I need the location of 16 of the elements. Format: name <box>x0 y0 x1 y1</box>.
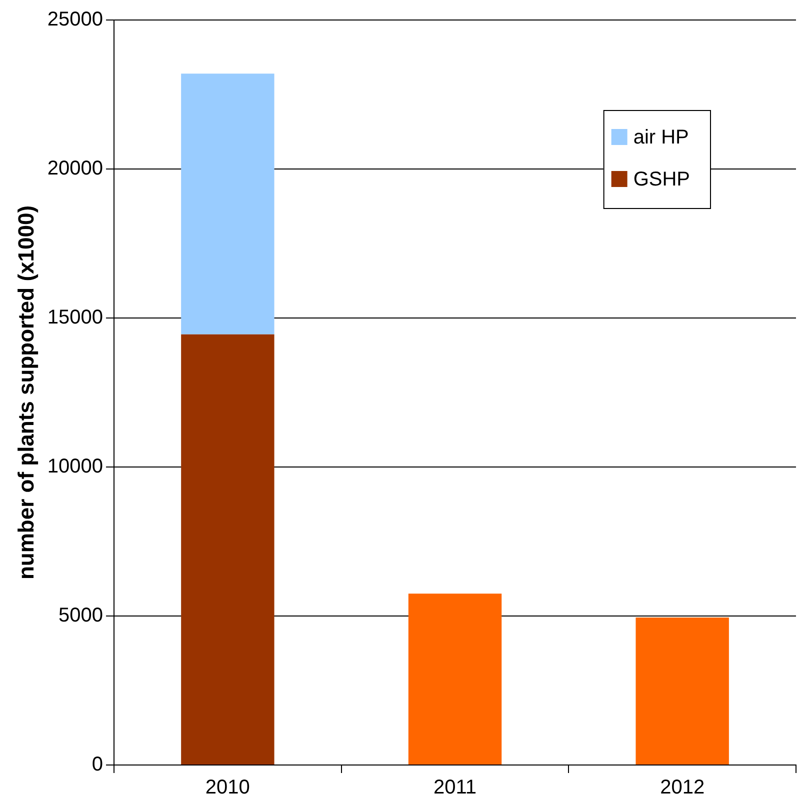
bar <box>408 594 502 764</box>
x-tick-label: 2012 <box>660 776 705 799</box>
y-tick-label: 5000 <box>58 604 104 627</box>
y-tick-label: 25000 <box>47 8 104 31</box>
x-tick-label: 2011 <box>434 776 477 799</box>
y-tick-label: 20000 <box>47 158 104 180</box>
bar <box>636 617 729 764</box>
y-tick-label: 10000 <box>47 456 104 478</box>
legend-label: GSHP <box>633 168 690 191</box>
y-tick-label: 15000 <box>47 306 104 329</box>
y-tick-label: 0 <box>92 754 104 776</box>
bar <box>181 334 274 764</box>
legend-label: air HP <box>633 126 689 149</box>
y-axis-title: number of plants supported (x1000) <box>13 205 38 580</box>
bar <box>181 74 274 334</box>
x-tick-label: 2010 <box>205 776 250 799</box>
